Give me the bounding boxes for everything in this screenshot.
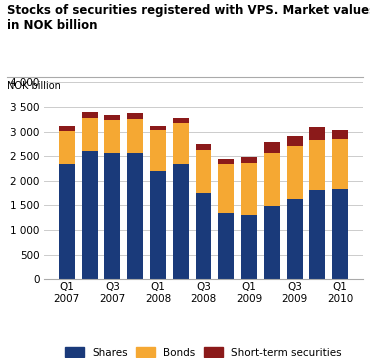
Bar xyxy=(241,157,257,163)
Legend: Shares, Bonds, Short-term securities: Shares, Bonds, Short-term securities xyxy=(65,348,342,358)
Bar xyxy=(241,215,257,279)
Bar xyxy=(104,115,120,120)
Bar xyxy=(173,123,189,164)
Text: NOK billion: NOK billion xyxy=(7,81,61,91)
Bar xyxy=(309,127,325,140)
Bar xyxy=(195,150,212,193)
Bar xyxy=(309,140,325,190)
Bar xyxy=(82,151,98,279)
Bar xyxy=(287,146,303,199)
Bar xyxy=(127,113,143,119)
Bar xyxy=(195,144,212,150)
Bar xyxy=(82,118,98,151)
Bar xyxy=(104,153,120,279)
Bar xyxy=(150,130,166,171)
Bar xyxy=(287,199,303,279)
Bar xyxy=(218,159,234,164)
Bar xyxy=(127,153,143,279)
Bar xyxy=(173,118,189,123)
Bar xyxy=(59,126,75,131)
Bar xyxy=(218,164,234,213)
Bar xyxy=(264,206,280,279)
Bar xyxy=(104,120,120,153)
Bar xyxy=(241,163,257,215)
Bar xyxy=(59,164,75,279)
Bar xyxy=(332,139,348,189)
Bar xyxy=(264,142,280,153)
Bar xyxy=(309,190,325,279)
Bar xyxy=(173,164,189,279)
Bar xyxy=(218,213,234,279)
Bar xyxy=(59,131,75,164)
Bar xyxy=(150,171,166,279)
Bar xyxy=(332,189,348,279)
Bar xyxy=(332,130,348,139)
Bar xyxy=(264,153,280,206)
Text: Stocks of securities registered with VPS. Market values
in NOK billion: Stocks of securities registered with VPS… xyxy=(7,4,370,32)
Bar xyxy=(150,126,166,130)
Bar xyxy=(195,193,212,279)
Bar xyxy=(287,135,303,146)
Bar xyxy=(127,119,143,153)
Bar xyxy=(82,112,98,118)
